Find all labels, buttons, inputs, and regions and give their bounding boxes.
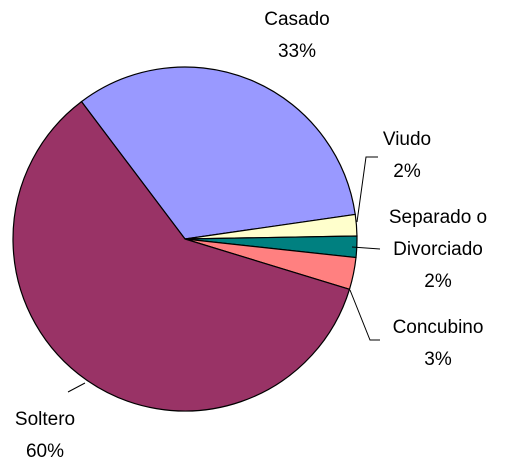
leader-line [351,246,381,250]
value-label: 2% [393,161,421,182]
pie-slice [12,100,351,412]
category-label: Viudo [382,129,432,150]
data-label: Separado o Divorciado 2% [372,202,504,298]
category-label: Concubino [392,317,484,338]
slices [12,66,358,412]
value-label: 3% [424,349,452,370]
value-label: 2% [424,271,452,292]
category-label: Separado o Divorciado [388,207,488,260]
value-label: 33% [277,41,317,62]
leader-line [349,289,380,341]
data-label: Casado 33% [237,4,357,68]
category-label: Soltero [14,409,76,430]
leader-line [356,156,378,223]
category-label: Casado [264,9,330,30]
value-label: 60% [25,441,65,462]
data-label: Viudo 2% [362,124,452,188]
leader-line [67,382,86,393]
data-label: Concubino 3% [370,312,506,376]
pie-slice [80,66,356,240]
data-label: Soltero 60% [0,404,95,468]
